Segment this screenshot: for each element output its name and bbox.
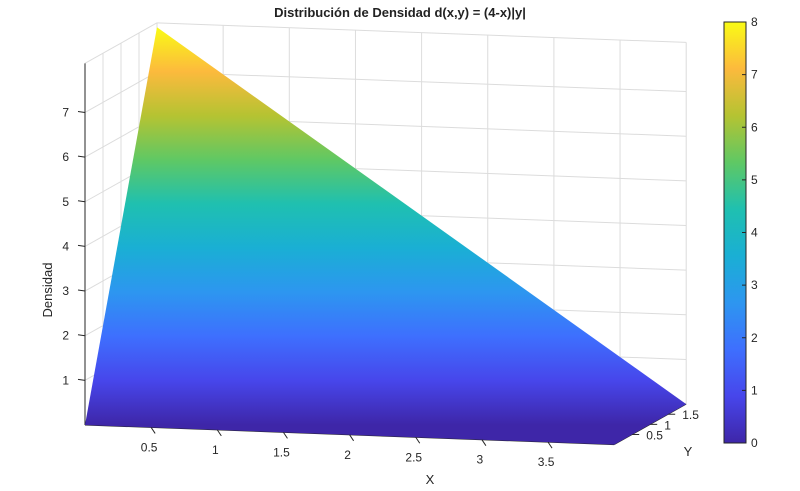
- colorbar-ticks: 0 1 2 3 4 5 6 7 8: [742, 15, 758, 450]
- z-tick-mark: [77, 155, 86, 158]
- z-tick-label: 3: [62, 284, 69, 298]
- x-tick-label: 1.5: [273, 445, 290, 459]
- x-tick-label: 3.5: [538, 455, 555, 469]
- z-tick-mark: [77, 378, 86, 381]
- grid-line: [84, 71, 158, 113]
- x-tick-mark: [415, 436, 421, 444]
- y-tick-label: 1: [664, 418, 671, 432]
- colorbar-tick-label: 0: [751, 436, 758, 450]
- z-tick-label: 1: [62, 373, 69, 387]
- z-tick-label: 6: [62, 150, 69, 164]
- colorbar-tick-label: 3: [751, 278, 758, 292]
- x-tick-label: 0.5: [141, 440, 158, 454]
- y-axis-ticks: 0.51 1.5: [632, 408, 699, 442]
- grid-line: [156, 22, 687, 43]
- z-tick-mark: [77, 244, 86, 247]
- x-tick-mark: [547, 441, 553, 449]
- colorbar-tick-label: 5: [751, 173, 758, 187]
- z-tick-mark: [77, 289, 86, 292]
- z-tick-mark: [77, 334, 86, 337]
- colorbar-tick-label: 4: [751, 226, 758, 240]
- z-tick-mark: [77, 110, 86, 113]
- x-tick-label: 1: [212, 443, 219, 457]
- y-tick-label: 1.5: [682, 408, 699, 422]
- x-tick-mark: [216, 429, 222, 437]
- z-axis-label: Densidad: [40, 263, 55, 318]
- z-tick-label: 2: [62, 329, 69, 343]
- density-surface: [85, 27, 687, 445]
- grid-line: [156, 71, 687, 93]
- x-axis-ticks: 0.5 1 1.5 2 2.5 3 3.5: [141, 427, 555, 469]
- x-tick-mark: [481, 439, 487, 446]
- x-tick-label: 2.5: [405, 450, 422, 464]
- z-tick-label: 5: [62, 195, 69, 209]
- colorbar-tick-label: 6: [751, 120, 758, 134]
- z-tick-label: 7: [62, 105, 69, 119]
- colorbar-tick-label: 8: [751, 15, 758, 29]
- chart-title: Distribución de Densidad d(x,y) = (4-x)|…: [274, 5, 526, 20]
- y-tick-label: 0.5: [646, 428, 663, 442]
- z-axis-ticks: 1 2 3 4 5 6 7: [62, 105, 86, 387]
- x-tick-label: 3: [477, 453, 484, 467]
- x-tick-mark: [150, 427, 156, 434]
- z-tick-mark: [77, 200, 86, 203]
- colorbar-tick-label: 1: [751, 383, 758, 397]
- x-tick-mark: [283, 432, 288, 439]
- grid-line: [84, 22, 158, 64]
- x-tick-label: 2: [344, 448, 351, 462]
- colorbar-tick-label: 2: [751, 331, 758, 345]
- x-tick-mark: [349, 434, 355, 442]
- z-tick-label: 4: [62, 239, 69, 253]
- y-axis-label: Y: [684, 444, 693, 459]
- colorbar-tick-label: 7: [751, 68, 758, 82]
- x-axis-label: X: [426, 472, 435, 487]
